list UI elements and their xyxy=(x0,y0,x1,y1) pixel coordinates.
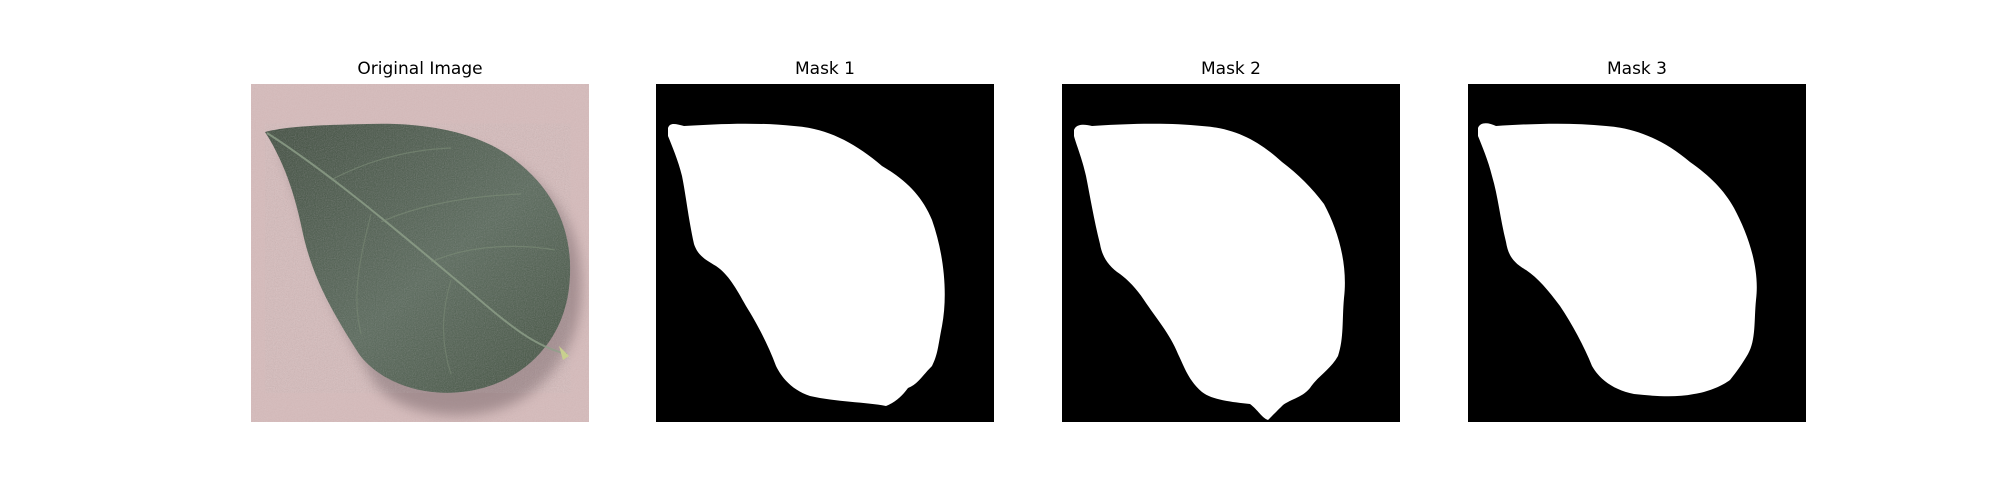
mask-1-image xyxy=(656,84,994,422)
leaf-blade xyxy=(265,123,571,393)
mask-3-image xyxy=(1468,84,1806,422)
leaf-vein xyxy=(442,279,452,375)
leaf-vein xyxy=(380,193,522,223)
mask-1-panel xyxy=(656,84,994,422)
original-image-panel xyxy=(251,84,589,422)
leaf-vein xyxy=(430,245,556,263)
mask-foreground xyxy=(1478,123,1757,397)
panel-title-original-image: Original Image xyxy=(357,59,483,79)
panel-title-mask-3: Mask 3 xyxy=(1606,59,1667,79)
leaf-midrib xyxy=(266,132,568,355)
panel-title-mask-1: Mask 1 xyxy=(794,59,855,79)
mask-2-panel xyxy=(1062,84,1400,422)
mask-foreground xyxy=(668,123,945,406)
leaf-tip xyxy=(559,346,569,360)
mask-3-panel xyxy=(1468,84,1806,422)
panel-title-mask-2: Mask 2 xyxy=(1200,59,1261,79)
leaf-vein xyxy=(330,147,452,181)
mask-foreground xyxy=(1074,123,1345,420)
leaf-photo xyxy=(251,84,589,422)
mask-2-image xyxy=(1062,84,1400,422)
leaf-vein xyxy=(356,213,372,335)
